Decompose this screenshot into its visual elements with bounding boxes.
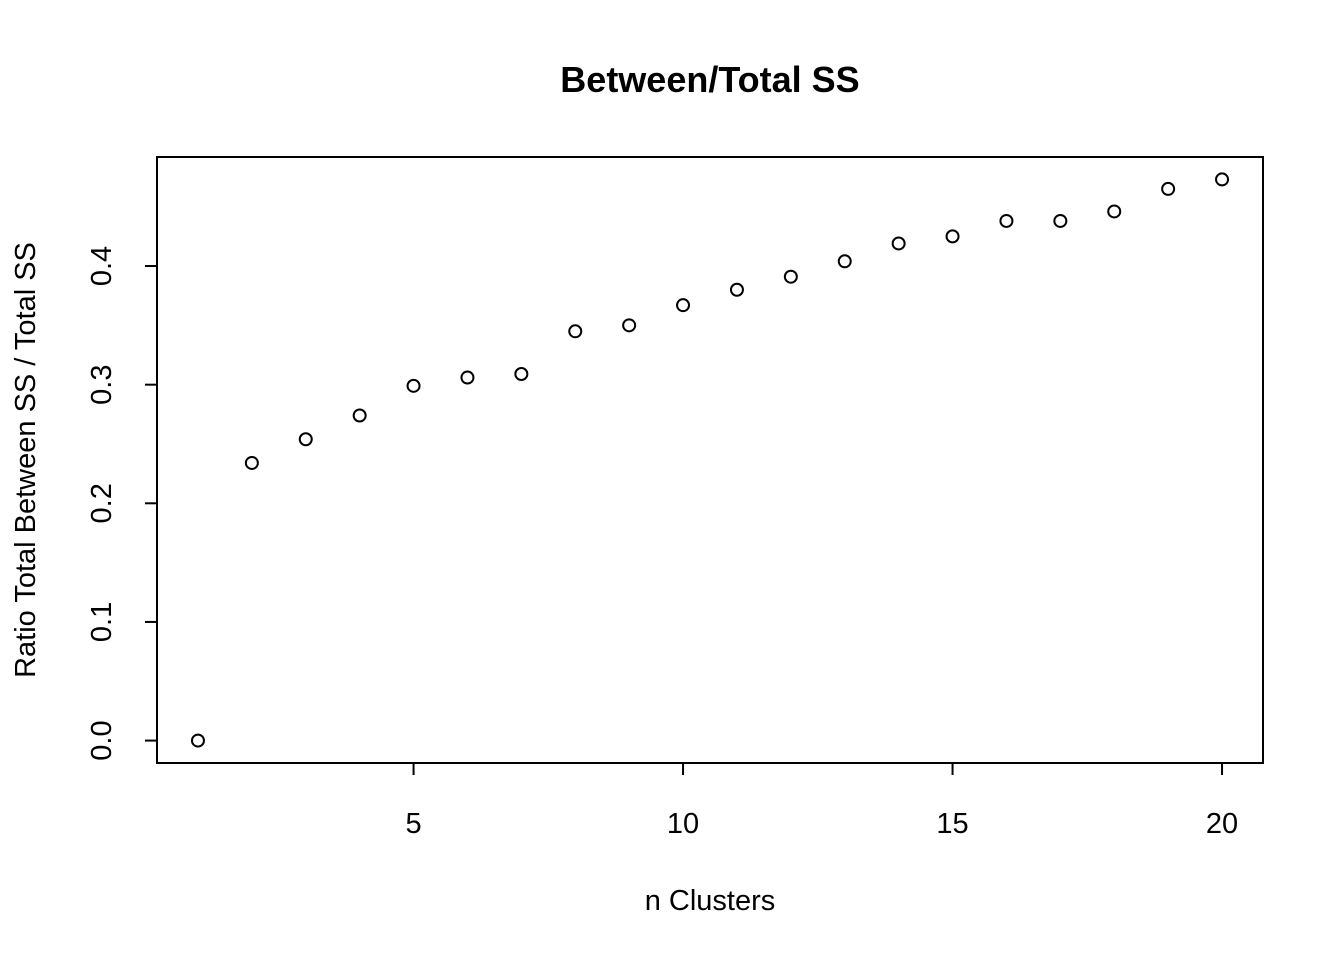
data-point (190, 733, 205, 748)
data-point (945, 229, 960, 244)
y-tick-label: 0.0 (86, 720, 118, 760)
y-axis-label: Ratio Total Between SS / Total SS (10, 242, 42, 678)
x-tick-label: 5 (405, 808, 421, 840)
chart-title: Between/Total SS (560, 59, 859, 100)
x-tick-label: 20 (1206, 808, 1238, 840)
data-point (406, 378, 421, 393)
data-point (1161, 181, 1176, 196)
data-point (999, 213, 1014, 228)
y-tick-label: 0.1 (86, 602, 118, 642)
data-point (676, 298, 691, 313)
y-axis: 0.0 0.1 0.2 0.3 0.4 (86, 246, 157, 761)
x-tick-label: 15 (936, 808, 968, 840)
y-tick-label: 0.3 (86, 365, 118, 405)
x-tick-label: 10 (667, 808, 699, 840)
plot-frame (156, 156, 1264, 764)
data-point (1215, 172, 1230, 187)
data-point (729, 282, 744, 297)
x-axis: 5 10 15 20 (405, 763, 1238, 840)
data-point (514, 366, 529, 381)
data-point (891, 236, 906, 251)
data-point (837, 254, 852, 269)
x-axis-label: n Clusters (645, 885, 776, 917)
data-point (622, 318, 637, 333)
data-point (460, 370, 475, 385)
y-tick-label: 0.2 (86, 483, 118, 523)
data-point (352, 408, 367, 423)
y-tick-label: 0.4 (86, 246, 118, 286)
data-point (1053, 213, 1068, 228)
data-point (568, 324, 583, 339)
data-point (298, 432, 313, 447)
data-points (190, 172, 1230, 748)
data-point (244, 455, 259, 470)
data-point (783, 269, 798, 284)
data-point (1107, 204, 1122, 219)
